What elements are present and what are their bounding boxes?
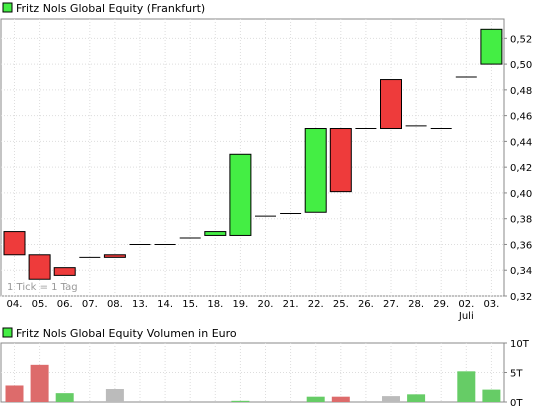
price-x-tick-label: 25. bbox=[333, 299, 349, 310]
price-x-tick-label: 20. bbox=[258, 299, 274, 310]
price-y-tick-label: 0,42 bbox=[510, 163, 532, 174]
volume-bar bbox=[105, 389, 124, 402]
volume-gridlines bbox=[1, 342, 507, 403]
price-y-tick-label: 0,32 bbox=[510, 292, 532, 303]
price-x-tick-label: 22. bbox=[308, 299, 324, 310]
volume-bar bbox=[457, 371, 476, 402]
price-y-tick-label: 0,52 bbox=[510, 34, 532, 45]
volume-panel: Fritz Nols Global Equity Volumen in Euro… bbox=[0, 327, 530, 409]
price-x-tick-label: 21. bbox=[283, 299, 299, 310]
price-y-tick-labels: 0,32 0,34 0,36 0,38 0,40 0,42 0,44 0,46 0,48 0,50… bbox=[510, 34, 532, 303]
volume-bar bbox=[5, 385, 24, 402]
price-x-tick-label: 19. bbox=[232, 299, 248, 310]
price-y-tick-label: 0,48 bbox=[510, 86, 532, 97]
price-plot-frame bbox=[0, 18, 505, 297]
volume-bar bbox=[306, 396, 325, 402]
price-candle bbox=[103, 254, 126, 258]
volume-bar bbox=[407, 394, 426, 402]
price-x-tick-label: 29. bbox=[433, 299, 449, 310]
volume-y-tick-label: 10T bbox=[510, 339, 530, 350]
price-y-tick-label: 0,44 bbox=[510, 137, 532, 148]
volume-bar bbox=[55, 393, 74, 402]
price-candle bbox=[480, 28, 503, 65]
price-x-tick-label: 28. bbox=[408, 299, 424, 310]
price-x-tick-label: 02. bbox=[458, 299, 474, 310]
price-x-tick-label: 03. bbox=[483, 299, 499, 310]
volume-y-tick-label: 0T bbox=[510, 398, 523, 409]
price-x-tick-label: 13. bbox=[132, 299, 148, 310]
price-x-tick-label: 15. bbox=[182, 299, 198, 310]
price-panel: Fritz Nols Global Equity (Frankfurt) 0,3… bbox=[0, 2, 532, 322]
volume-bar bbox=[382, 396, 400, 402]
price-candle bbox=[53, 267, 76, 276]
price-candles bbox=[3, 28, 503, 280]
volume-bar bbox=[482, 389, 501, 402]
volume-plot-frame bbox=[0, 342, 505, 403]
price-y-tick-label: 0,40 bbox=[510, 189, 532, 200]
price-gridlines bbox=[1, 19, 507, 297]
price-legend-swatch bbox=[2, 2, 13, 13]
price-x-tick-label: 04. bbox=[7, 299, 23, 310]
volume-bar bbox=[331, 396, 350, 402]
price-candle bbox=[380, 79, 402, 130]
tick-watermark: 1 Tick = 1 Tag bbox=[7, 282, 78, 293]
price-chart-title: Fritz Nols Global Equity (Frankfurt) bbox=[16, 2, 205, 15]
price-x-tick-label: 06. bbox=[57, 299, 73, 310]
price-x-tick-label: 14. bbox=[157, 299, 173, 310]
price-x-tick-labels: 04. 05. 06. 07. 08. 13. 14. 15. 18. 19. 20. 21. 22. 2… bbox=[7, 299, 500, 310]
price-candle bbox=[329, 128, 352, 193]
price-x-tick-label: 26. bbox=[358, 299, 374, 310]
price-x-tick-label: 27. bbox=[383, 299, 399, 310]
volume-bar bbox=[231, 400, 250, 402]
price-x-tick-label: 08. bbox=[107, 299, 123, 310]
price-y-tick-label: 0,34 bbox=[510, 266, 532, 277]
month-label: Juli bbox=[458, 311, 474, 322]
price-y-tick-label: 0,38 bbox=[510, 215, 532, 226]
price-candle bbox=[304, 128, 327, 213]
price-candle bbox=[28, 254, 51, 280]
price-y-tick-label: 0,50 bbox=[510, 60, 532, 71]
price-candle bbox=[204, 231, 227, 236]
volume-y-tick-labels: 0T 5T 10T bbox=[510, 339, 530, 409]
volume-bar bbox=[30, 364, 49, 402]
price-y-tick-label: 0,46 bbox=[510, 112, 532, 123]
price-y-tick-label: 0,36 bbox=[510, 240, 532, 251]
volume-y-tick-label: 5T bbox=[510, 369, 523, 380]
volume-bars bbox=[5, 364, 501, 402]
price-candle bbox=[3, 231, 26, 256]
price-x-tick-label: 05. bbox=[32, 299, 48, 310]
price-x-tick-label: 07. bbox=[82, 299, 98, 310]
volume-chart-title: Fritz Nols Global Equity Volumen in Euro bbox=[16, 327, 237, 340]
price-x-tick-label: 18. bbox=[207, 299, 223, 310]
volume-legend-swatch bbox=[2, 327, 13, 338]
price-candle bbox=[229, 153, 252, 236]
